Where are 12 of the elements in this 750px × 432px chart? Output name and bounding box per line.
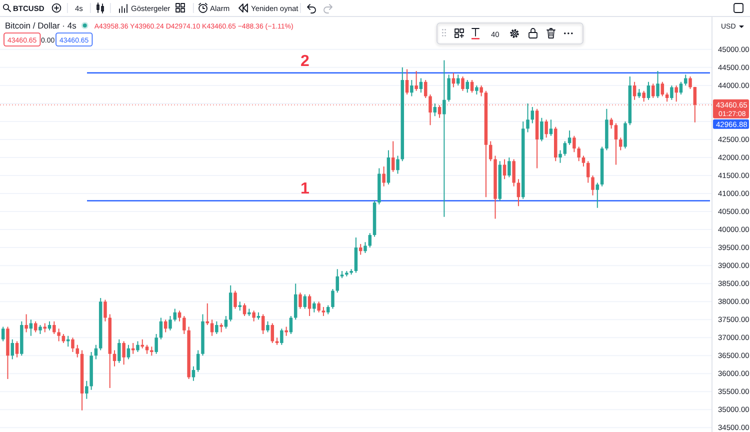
candlestick: [220, 323, 223, 332]
candlestick: [638, 89, 641, 98]
candlestick: [57, 328, 60, 342]
candlestick: [24, 314, 28, 332]
annotation: 2: [300, 52, 310, 70]
candlestick: [442, 60, 446, 217]
candlestick: [150, 346, 154, 356]
candlestick: [475, 85, 478, 94]
text: Bitcoin / Dollar · 4s: [5, 20, 76, 30]
candlestick: [350, 269, 353, 275]
annotation: 1: [300, 180, 310, 198]
candlestick: [414, 71, 418, 91]
